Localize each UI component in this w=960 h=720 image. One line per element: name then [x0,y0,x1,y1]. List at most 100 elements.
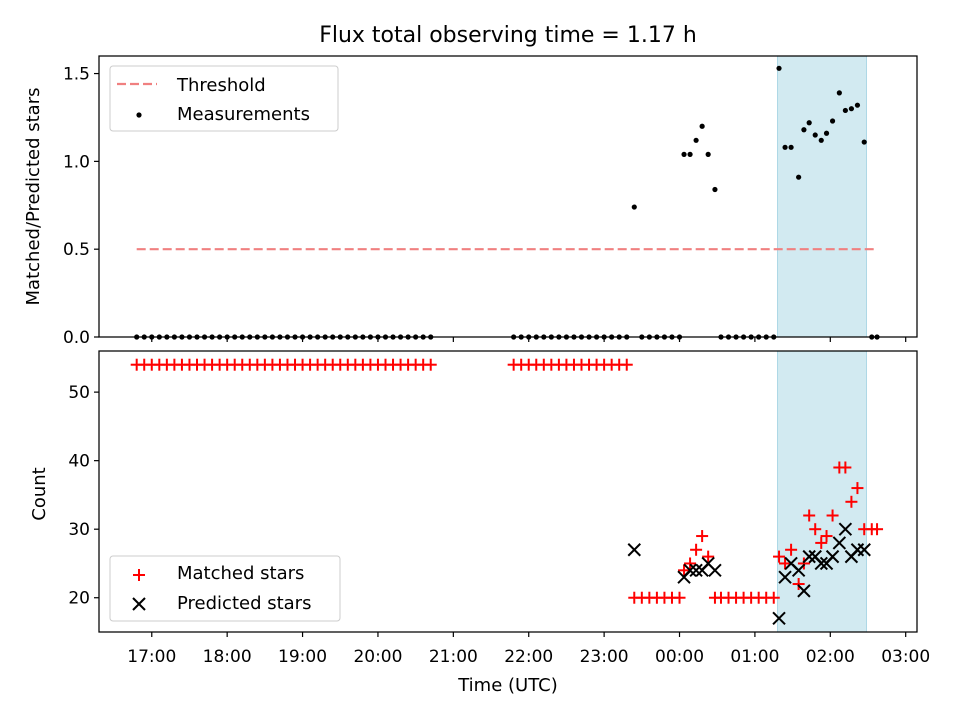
matched-star-point [785,543,798,556]
measurement-point [699,123,705,129]
top-panel: 0.0 0.5 1.0 1.5 Matched/Predicted stars Thr… [23,55,918,348]
matched-star-point [690,543,703,556]
measurement-point [854,102,861,108]
top-shaded-region-layer [777,55,867,338]
bottom-legend: Matched stars Predicted stars [109,555,341,622]
matched-star-point [820,530,833,543]
y-tick-label: 50 [68,383,90,403]
matched-star-point [845,495,858,508]
threshold-legend-label: Threshold [176,75,266,96]
matched-star-point [702,550,715,563]
x-tick-label: 18:00 [203,647,252,667]
predicted-star-point [689,563,703,578]
measurement-point [829,118,836,124]
x-tick-label: 03:00 [881,647,930,667]
matched-star-point [826,509,839,522]
predicted-star-point [814,556,828,571]
y-tick-label: 0.0 [63,328,90,348]
measurement-point [782,144,788,150]
measurement-point [812,132,818,138]
bottom-panel: 20 30 40 50 17:00 18:00 19:00 20:00 21:00 22:00 2… [29,350,930,696]
predicted-star-point [857,543,871,557]
predicted-star-point [797,584,811,598]
predicted-stars-layer [627,522,871,625]
top-y-axis-label: Matched/Predicted stars [23,88,44,306]
matched-star-point [839,461,852,474]
matched-star-point [696,530,709,543]
x-tick-label: 21:00 [429,647,478,667]
measurement-point [848,106,855,112]
bottom-plot-frame [98,350,918,633]
measurements-legend-swatch [136,112,142,118]
measurement-point [842,107,848,114]
predicted-star-point [683,563,697,578]
chart-title: Flux total observing time = 1.17 h [319,23,697,48]
matched-star-point [851,482,864,495]
measurement-point [801,127,807,133]
bottom-y-axis: 20 30 40 50 [68,383,99,609]
measurement-point [712,186,718,193]
measurement-point [806,120,812,126]
predicted-star-point [832,536,847,550]
predicted-star-point [627,543,641,557]
measurement-point [705,151,711,157]
matched-star-point [803,509,816,522]
matched-star-point [620,358,633,371]
matched-star-point [673,591,686,604]
matched-star-point [767,591,780,604]
matched-star-point [871,523,884,536]
predicted-stars-legend-label: Predicted stars [177,593,311,614]
x-tick-label: 01:00 [730,647,779,667]
measurement-point [631,204,637,210]
y-tick-label: 1.5 [63,65,90,85]
bottom-y-axis-label: Count [29,467,50,520]
matched-star-point [809,523,822,536]
x-tick-label: 17:00 [127,647,176,667]
measurement-point [796,174,802,180]
measurement-point [788,144,794,150]
predicted-star-point [825,549,840,564]
matched-star-point [773,550,786,563]
predicted-star-point [708,563,722,578]
top-y-axis: 0.0 0.5 1.0 1.5 [63,65,99,348]
y-tick-label: 30 [68,520,90,540]
x-tick-label: 20:00 [353,647,402,667]
x-axis-label: Time (UTC) [457,675,558,696]
top-legend-box [109,65,339,132]
measurement-point [818,137,824,143]
top-legend: Threshold Measurements [109,65,339,132]
matched-stars-legend-label: Matched stars [177,563,304,584]
top-plot-frame [98,55,918,338]
x-tick-label: 02:00 [806,647,855,667]
matched-stars-legend-swatch [133,569,145,581]
bottom-legend-box [109,555,341,622]
matched-stars-layer [130,358,884,604]
predicted-star-point [778,570,792,584]
matched-star-point [684,557,697,570]
matched-star-point [792,578,805,591]
matched-star-point [678,564,691,577]
bottom-shaded-region-layer [777,350,867,633]
y-tick-label: 20 [68,589,90,609]
x-tick-label: 23:00 [580,647,629,667]
predicted-star-point [791,563,806,578]
predicted-star-point [838,522,853,536]
y-tick-label: 1.0 [63,152,90,172]
measurement-point [687,151,693,157]
predicted-star-point [802,549,816,564]
measurement-point [836,90,842,96]
measurements-legend-label: Measurements [177,104,310,125]
top-x-ticks [151,337,907,342]
matched-star-point [797,557,810,570]
bottom-x-axis: 17:00 18:00 19:00 20:00 21:00 22:00 23:00 00:00… [127,632,930,667]
y-tick-label: 0.5 [63,240,90,260]
x-tick-label: 19:00 [278,647,327,667]
matched-star-point [779,557,792,570]
x-tick-label: 22:00 [504,647,553,667]
measurement-point [693,137,699,143]
predicted-stars-legend-swatch [132,597,146,611]
y-tick-label: 40 [68,452,90,472]
shaded-region [777,350,867,633]
predicted-star-point [772,611,786,625]
